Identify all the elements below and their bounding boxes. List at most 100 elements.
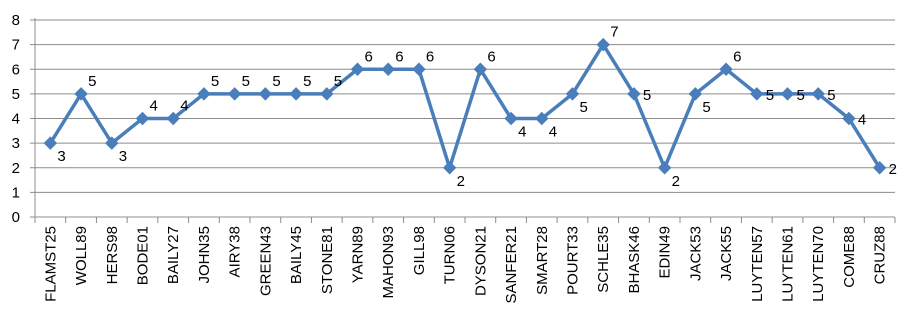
- data-label: 5: [334, 73, 342, 90]
- data-label: 2: [889, 161, 897, 178]
- data-label: 5: [242, 73, 250, 90]
- data-point-marker: [657, 161, 672, 175]
- data-point-marker: [227, 87, 242, 101]
- data-point-marker: [166, 111, 180, 126]
- x-tick-label: COME88: [841, 226, 858, 288]
- data-point-marker: [842, 111, 856, 126]
- data-point-marker: [197, 87, 211, 101]
- x-tick-label: AIRY38: [227, 226, 244, 277]
- y-tick-label: 1: [12, 184, 20, 201]
- x-tick-label: HERS98: [104, 226, 121, 284]
- data-label: 5: [88, 73, 96, 90]
- data-label: 5: [303, 73, 311, 90]
- data-label: 5: [580, 99, 588, 116]
- data-label: 6: [426, 48, 434, 65]
- x-axis-tick-labels: FLAMST25 WOLL89 HERS98 BODE01 BAILY27 JOHN35 A…: [42, 226, 888, 304]
- data-label: 4: [150, 98, 158, 115]
- data-label: 5: [797, 87, 805, 104]
- x-tick-label: BAILY45: [288, 226, 305, 284]
- data-label: 3: [119, 148, 127, 165]
- x-tick-label: FLAMST25: [42, 226, 59, 302]
- data-label: 4: [858, 112, 866, 129]
- data-point-marker: [381, 62, 395, 76]
- data-label: 4: [518, 124, 526, 141]
- data-point-marker: [43, 136, 58, 150]
- data-label: 2: [672, 173, 680, 190]
- x-tick-label: EDIN49: [657, 226, 674, 279]
- x-tick-label: TURN06: [442, 226, 459, 284]
- axes: [30, 18, 896, 223]
- y-tick-label: 6: [12, 61, 20, 78]
- data-label: 5: [702, 99, 710, 116]
- data-point-marker: [780, 87, 795, 101]
- data-point-marker: [719, 62, 733, 76]
- data-point-marker: [258, 87, 273, 101]
- data-label: 2: [457, 173, 465, 190]
- data-point-marker: [811, 87, 825, 101]
- x-tick-label: GREEN43: [257, 226, 274, 296]
- x-tick-label: MAHON93: [380, 226, 397, 299]
- data-point-marker: [74, 87, 88, 101]
- x-tick-label: BHASK46: [626, 226, 643, 294]
- x-tick-label: YARN89: [350, 226, 367, 283]
- x-tick-label: STONE81: [319, 226, 336, 294]
- data-point-marker: [872, 161, 887, 175]
- data-point-marker: [289, 87, 303, 101]
- data-point-marker: [473, 62, 488, 76]
- y-tick-label: 8: [12, 12, 20, 29]
- series-markers: [43, 37, 887, 175]
- data-point-marker: [627, 87, 641, 101]
- data-label: 5: [211, 73, 219, 90]
- x-tick-label: SCHLE35: [595, 226, 612, 293]
- x-tick-label: GILL98: [411, 226, 428, 275]
- x-tick-label: JOHN35: [196, 226, 213, 284]
- data-label: 3: [57, 148, 65, 165]
- data-point-marker: [750, 87, 764, 101]
- data-point-marker: [135, 111, 150, 126]
- data-label: 7: [610, 24, 618, 41]
- data-label: 6: [733, 48, 741, 65]
- data-label: 5: [766, 87, 774, 104]
- data-point-marker: [504, 111, 518, 126]
- data-point-marker: [350, 62, 365, 76]
- data-label: 5: [827, 87, 835, 104]
- data-point-marker: [565, 87, 580, 101]
- data-label: 5: [272, 73, 280, 90]
- x-tick-label: LUYTEN61: [780, 226, 797, 302]
- data-point-marker: [688, 87, 703, 101]
- data-point-marker: [320, 87, 334, 101]
- x-tick-label: WOLL89: [73, 226, 90, 285]
- y-tick-label: 7: [12, 37, 20, 54]
- data-label: 6: [487, 48, 495, 65]
- x-tick-label: SMART28: [534, 226, 551, 295]
- data-point-marker: [412, 62, 426, 76]
- y-tick-label: 5: [12, 86, 20, 103]
- y-tick-label: 3: [12, 135, 20, 152]
- data-label: 6: [395, 48, 403, 65]
- x-tick-label: BODE01: [135, 226, 152, 285]
- data-label: 4: [180, 98, 188, 115]
- x-tick-label: DYSON21: [472, 226, 489, 296]
- x-tick-label: LUYTEN57: [749, 226, 766, 302]
- series-line: [48, 42, 882, 170]
- x-tick-label: BAILY27: [165, 226, 182, 284]
- series-line-path: [48, 42, 882, 170]
- data-point-marker: [535, 111, 549, 126]
- data-label: 4: [549, 124, 557, 141]
- y-tick-label: 2: [12, 160, 20, 177]
- data-label: 6: [365, 48, 373, 65]
- data-labels: 3 5 3 4 4 5 5 5 5 5 6 6 6 2 6 4 4 5 7 5 2 5 6 5 5 5 4 2: [57, 24, 897, 190]
- data-point-marker: [596, 37, 610, 52]
- y-tick-label: 0: [12, 209, 20, 226]
- y-tick-label: 4: [12, 111, 20, 128]
- data-point-marker: [442, 161, 457, 175]
- x-tick-label: JACK55: [718, 226, 735, 281]
- grid-lines: [35, 19, 895, 193]
- y-axis-tick-labels: 0 1 2 3 4 5 6 7 8: [12, 12, 20, 226]
- x-tick-label: CRUZ88: [872, 226, 889, 284]
- x-tick-label: POURT33: [565, 226, 582, 295]
- data-label: 5: [643, 87, 651, 104]
- data-point-marker: [105, 136, 119, 150]
- x-tick-label: LUYTEN70: [810, 226, 827, 302]
